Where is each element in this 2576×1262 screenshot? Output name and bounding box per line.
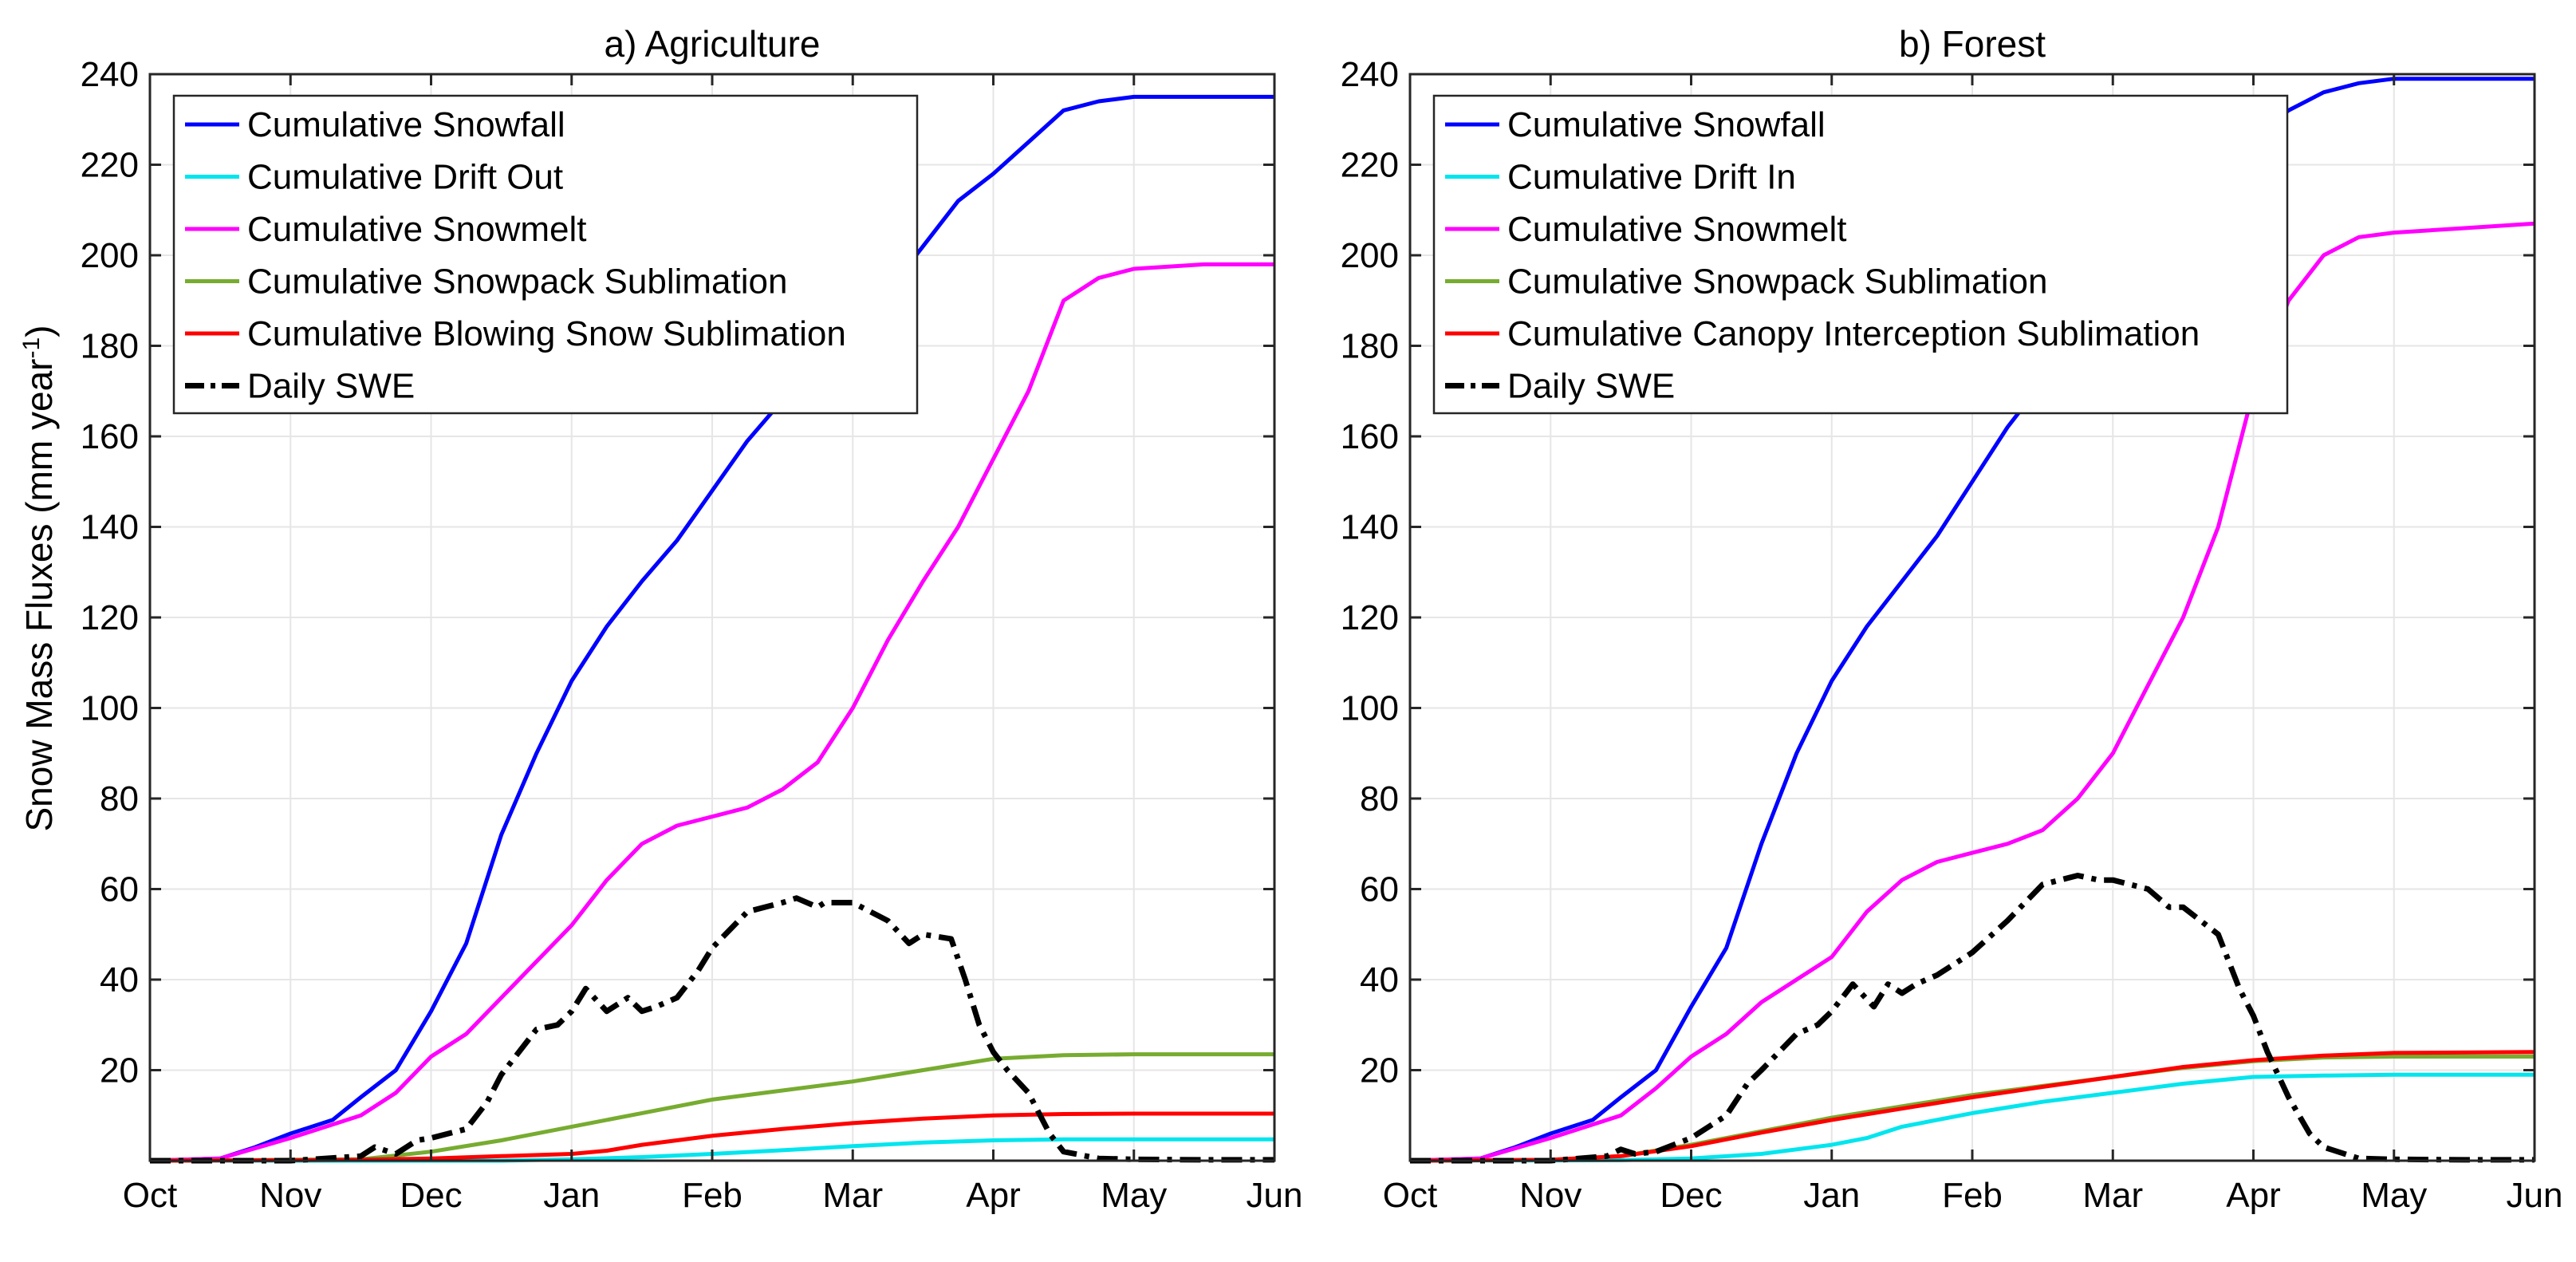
- y-tick-label: 240: [81, 55, 139, 94]
- x-tick-label: Apr: [2226, 1176, 2280, 1215]
- panel-title: a) Agriculture: [604, 23, 820, 65]
- series-line-5: [1410, 873, 2535, 1164]
- y-tick-label: 200: [81, 236, 139, 275]
- y-tick-label: 100: [1341, 689, 1399, 728]
- y-tick-label: 180: [81, 327, 139, 366]
- x-tick-label: Jun: [2507, 1176, 2563, 1215]
- legend-label: Cumulative Drift In: [1507, 158, 1796, 197]
- y-tick-label: 220: [81, 146, 139, 185]
- x-tick-label: Jan: [1803, 1176, 1860, 1215]
- legend-label: Cumulative Snowfall: [1507, 105, 1826, 144]
- series-line-5: [150, 895, 1274, 1164]
- legend-label: Cumulative Blowing Snow Sublimation: [247, 314, 846, 353]
- x-tick-label: Nov: [259, 1176, 321, 1215]
- x-tick-label: Jun: [1247, 1176, 1303, 1215]
- y-tick-label: 120: [1341, 598, 1399, 637]
- panel-agriculture: Oct Nov Dec Jan Feb Mar Apr May Jun 20 40 60 80 100 12…: [81, 23, 1303, 1215]
- y-tick-label: 20: [1360, 1051, 1399, 1090]
- x-tick-label: May: [1101, 1176, 1167, 1215]
- legend-label: Cumulative Drift Out: [247, 158, 563, 197]
- y-axis-label-superscript: -1: [18, 337, 45, 359]
- y-tick-label: 220: [1341, 146, 1399, 185]
- panel-forest: Oct Nov Dec Jan Feb Mar Apr May Jun 20 40 60 80 100 12…: [1341, 23, 2563, 1215]
- x-tick-label: Oct: [1383, 1176, 1437, 1215]
- x-tick-label: Nov: [1519, 1176, 1581, 1215]
- x-tick-label: Apr: [966, 1176, 1020, 1215]
- y-tick-label: 100: [81, 689, 139, 728]
- x-tick-label: Jan: [543, 1176, 600, 1215]
- legend-box: [1432, 94, 2289, 415]
- legend-label: Cumulative Snowpack Sublimation: [247, 262, 787, 302]
- y-tick-label: 140: [81, 508, 139, 547]
- x-tick-label: Mar: [2082, 1176, 2143, 1215]
- legend-label: Cumulative Snowmelt: [1507, 210, 1847, 249]
- panel-title: b) Forest: [1899, 23, 2046, 65]
- series-line-3: [149, 1052, 1274, 1163]
- y-tick-label: 80: [1360, 779, 1399, 818]
- legend-label: Cumulative Canopy Interception Sublimati…: [1507, 314, 2200, 353]
- y-axis-label: Snow Mass Fluxes (mm year-1): [18, 325, 61, 831]
- legend-label: Cumulative Snowpack Sublimation: [1507, 262, 2047, 302]
- x-tick-label: May: [2361, 1176, 2427, 1215]
- series-line-2: [149, 262, 1274, 1163]
- series-line-0: [149, 94, 1274, 1163]
- y-tick-label: 160: [81, 417, 139, 456]
- series-line-1: [1409, 1072, 2535, 1163]
- x-tick-label: Feb: [1942, 1176, 2003, 1215]
- legend: Cumulative Snowfall Cumulative Drift Out C…: [172, 94, 919, 415]
- y-tick-label: 60: [100, 870, 139, 909]
- series-line-2: [1409, 221, 2535, 1163]
- y-tick-label: 40: [100, 960, 139, 1000]
- legend-label: Cumulative Snowfall: [247, 105, 565, 144]
- legend-label: Cumulative Snowmelt: [247, 210, 587, 249]
- y-tick-label: 120: [81, 598, 139, 637]
- x-tick-label: Oct: [123, 1176, 177, 1215]
- series-line-0: [1409, 77, 2535, 1163]
- y-tick-label: 80: [100, 779, 139, 818]
- y-tick-label: 40: [1360, 960, 1399, 1000]
- y-tick-label: 60: [1360, 870, 1399, 909]
- y-tick-label: 180: [1341, 327, 1399, 366]
- x-tick-label: Mar: [822, 1176, 883, 1215]
- y-tick-label: 20: [100, 1051, 139, 1090]
- legend-label: Daily SWE: [247, 367, 415, 406]
- legend-box: [172, 94, 919, 415]
- y-tick-label: 240: [1341, 55, 1399, 94]
- x-tick-label: Dec: [1660, 1176, 1722, 1215]
- y-axis-label-close: ): [18, 325, 60, 337]
- y-tick-label: 140: [1341, 508, 1399, 547]
- legend-label: Daily SWE: [1507, 367, 1675, 406]
- legend: Cumulative Snowfall Cumulative Drift In Cu…: [1432, 94, 2289, 415]
- x-tick-label: Feb: [682, 1176, 742, 1215]
- x-tick-label: Dec: [400, 1176, 462, 1215]
- y-tick-label: 200: [1341, 236, 1399, 275]
- y-tick-label: 160: [1341, 417, 1399, 456]
